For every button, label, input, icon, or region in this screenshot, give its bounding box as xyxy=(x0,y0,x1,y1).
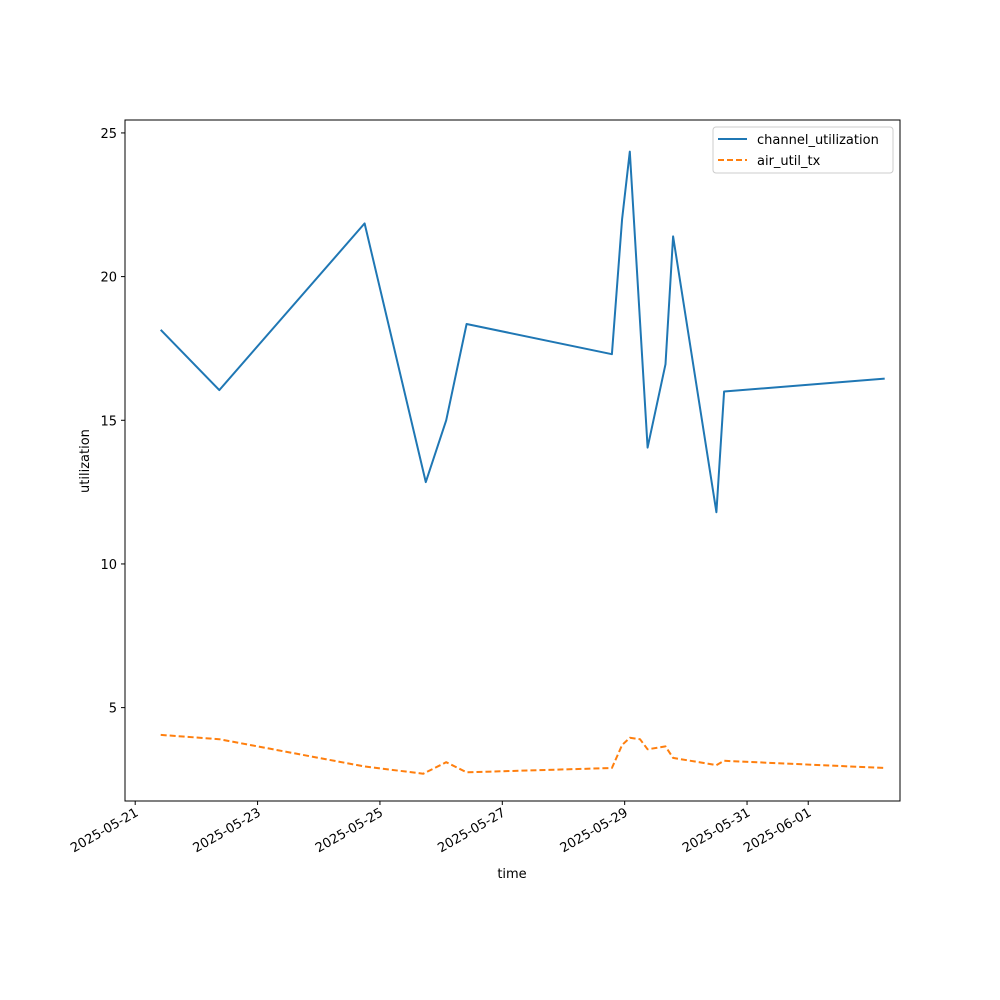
y-axis: 5 10 15 20 25 xyxy=(100,127,125,717)
series-line-channel-utilization xyxy=(159,150,885,514)
series-line-air-util-tx xyxy=(160,733,885,775)
y-tick-label: 20 xyxy=(100,271,117,286)
legend-box xyxy=(712,126,894,174)
series-layer xyxy=(159,150,885,775)
legend-label: channel_utilization xyxy=(757,133,879,148)
x-axis-label: time xyxy=(497,867,526,882)
y-tick-label: 10 xyxy=(100,558,117,573)
legend: channel_utilization air_util_tx xyxy=(712,126,894,174)
legend-label: air_util_tx xyxy=(757,154,821,169)
y-tick-label: 5 xyxy=(109,702,117,717)
y-axis-label: utilization xyxy=(78,429,93,493)
y-tick-label: 15 xyxy=(100,414,117,429)
y-tick-label: 25 xyxy=(100,127,117,142)
plot-frame xyxy=(124,119,901,802)
